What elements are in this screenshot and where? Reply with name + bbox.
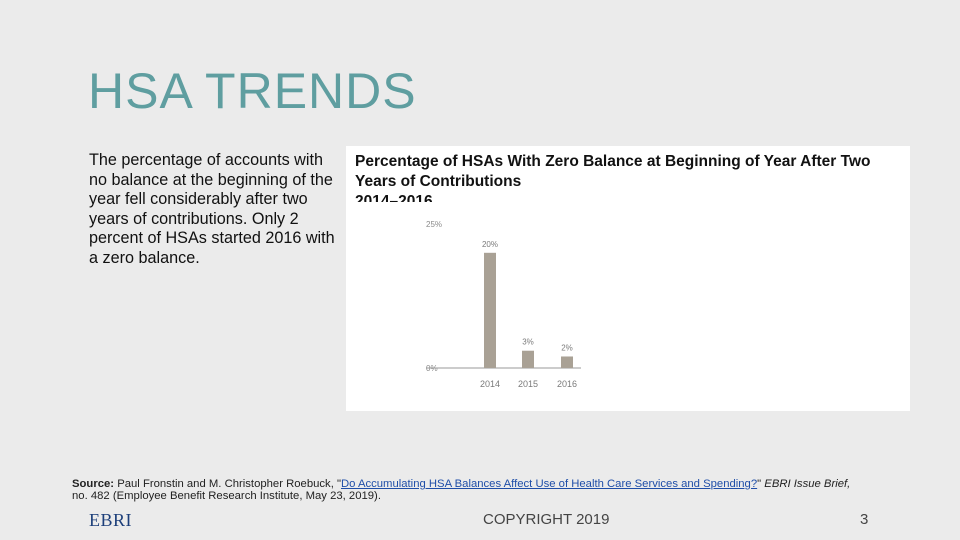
chart-title-block: Percentage of HSAs With Zero Balance at … [355, 152, 895, 202]
data-label: 2% [561, 343, 573, 352]
x-tick-label: 2014 [480, 379, 500, 389]
bar [484, 252, 496, 368]
source-citation: Source: Paul Fronstin and M. Christopher… [72, 478, 912, 502]
copyright-text: COPYRIGHT 2019 [483, 511, 610, 528]
source-label: Source: [72, 478, 115, 490]
source-post: " [757, 478, 765, 490]
bar [561, 356, 573, 368]
source-journal: EBRI Issue Brief, [764, 478, 851, 490]
page-number: 3 [860, 511, 869, 528]
x-tick-label: 2016 [557, 379, 577, 389]
ebri-logo: EBRI [89, 510, 133, 530]
source-authors: Paul Fronstin and M. Christopher Roebuck… [114, 478, 341, 490]
source-link[interactable]: Do Accumulating HSA Balances Affect Use … [340, 478, 758, 490]
chart-title: Percentage of HSAs With Zero Balance at … [355, 153, 871, 190]
slide-body-text: The percentage of accounts with no balan… [89, 151, 335, 267]
y-tick-label: 25% [426, 220, 442, 229]
data-label: 20% [482, 240, 498, 249]
data-label: 3% [522, 338, 534, 347]
chart-subtitle: 2014–2016 [355, 193, 433, 202]
slide-title: HSA TRENDS [88, 63, 417, 119]
x-tick-label: 2015 [518, 379, 538, 389]
bar [522, 350, 534, 368]
chart-panel: Percentage of HSAs With Zero Balance at … [346, 146, 910, 411]
source-line-2: no. 482 (Employee Benefit Research Insti… [72, 490, 381, 502]
